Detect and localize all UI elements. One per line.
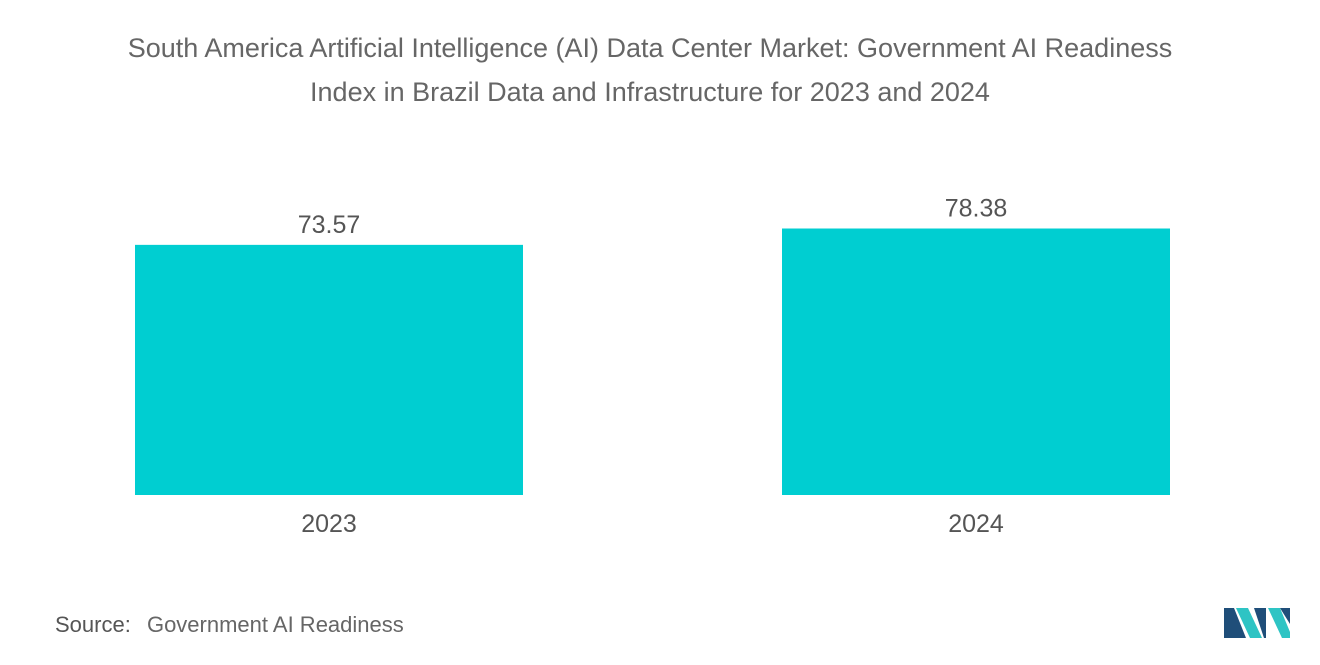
category-label-2023: 2023 <box>301 510 357 538</box>
value-label-2024: 78.38 <box>945 195 1008 223</box>
bar-2023 <box>135 245 523 495</box>
source-text: Government AI Readiness <box>147 612 404 637</box>
bar-2024 <box>782 229 1170 495</box>
category-label-2024: 2024 <box>948 510 1004 538</box>
bar-chart: 73.57 2023 78.38 2024 <box>0 0 1320 600</box>
source-note: Source: Government AI Readiness <box>55 612 404 638</box>
brand-logo-icon <box>1224 602 1290 638</box>
source-label: Source: <box>55 612 131 637</box>
value-label-2023: 73.57 <box>298 211 361 239</box>
